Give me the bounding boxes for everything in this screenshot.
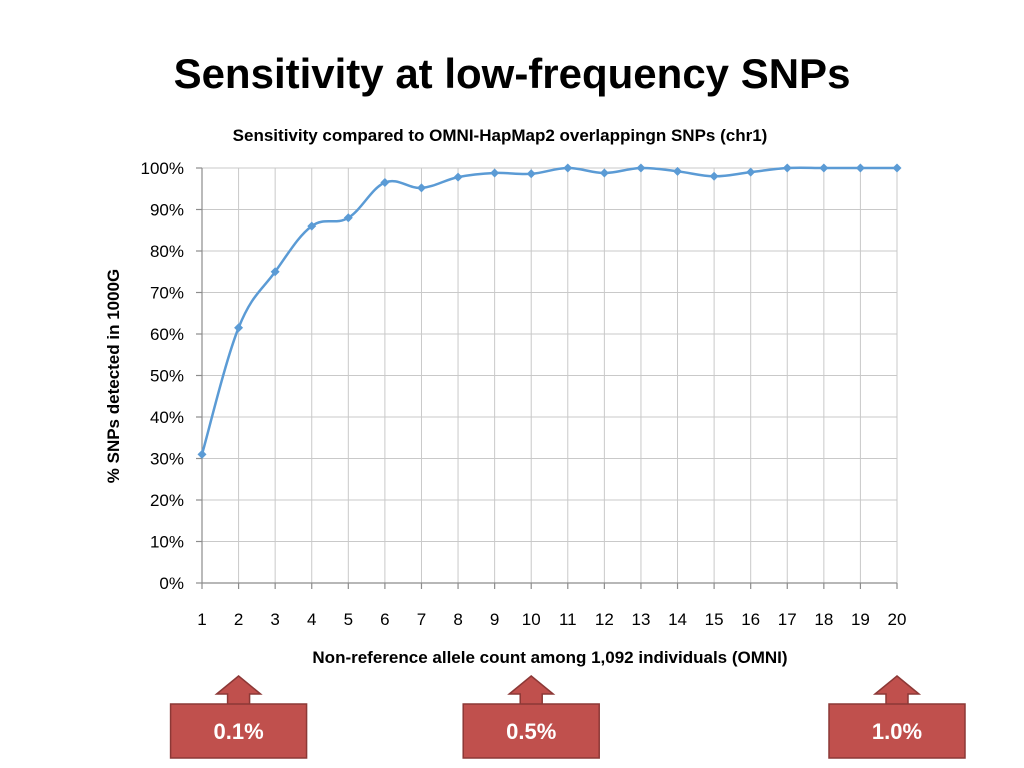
callout-box xyxy=(462,703,600,759)
data-point-marker xyxy=(270,267,280,277)
data-point-marker xyxy=(234,323,244,333)
data-point-marker xyxy=(526,169,536,179)
data-point-marker xyxy=(380,178,390,188)
data-point-marker xyxy=(343,213,353,223)
callout-box xyxy=(169,703,308,759)
y-tick-label: 30% xyxy=(150,450,184,469)
data-point-marker xyxy=(197,449,207,459)
callout-2: 0.5% xyxy=(462,675,600,759)
callout-label: 0.5% xyxy=(506,719,556,744)
series-line xyxy=(200,166,897,455)
y-tick-label: 80% xyxy=(150,242,184,261)
data-point-marker xyxy=(453,172,463,182)
y-tick-label: 10% xyxy=(150,533,184,552)
x-tick-label: 15 xyxy=(705,610,724,629)
data-point-marker xyxy=(416,183,426,193)
x-tick-label: 17 xyxy=(778,610,797,629)
x-tick-label: 10 xyxy=(522,610,541,629)
callout-label: 0.1% xyxy=(214,719,264,744)
x-tick-label: 16 xyxy=(741,610,760,629)
x-tick-label: 19 xyxy=(851,610,870,629)
y-tick-label: 50% xyxy=(150,367,184,386)
x-tick-label: 12 xyxy=(595,610,614,629)
data-point-marker xyxy=(819,163,829,173)
data-point-marker xyxy=(307,221,317,231)
series-layer xyxy=(197,163,902,459)
x-tick-label: 14 xyxy=(668,610,687,629)
x-tick-label: 11 xyxy=(559,610,577,629)
y-tick-label: 100% xyxy=(141,159,184,178)
data-point-marker xyxy=(855,163,865,173)
x-tick-label: 9 xyxy=(490,610,499,629)
y-tick-label: 70% xyxy=(150,284,184,303)
data-point-marker xyxy=(563,163,573,173)
up-arrow-icon xyxy=(872,675,922,706)
data-point-marker xyxy=(599,168,609,178)
x-tick-label: 8 xyxy=(453,610,462,629)
up-arrow-icon xyxy=(214,675,263,706)
x-tick-labels: 1 2 3 4 5 6 7 8 9 10 11 12 13 14 15 16 17 18 19 20 xyxy=(197,610,906,629)
callout-label: 1.0% xyxy=(872,719,922,744)
y-tick-labels: 0% 10% 20% 30% 40% 50% 60% 70% 80% 90% 100% xyxy=(141,159,184,593)
chart-title: Sensitivity compared to OMNI-HapMap2 ove… xyxy=(233,126,768,145)
up-arrow-icon xyxy=(507,675,556,706)
callout-3: 1.0% xyxy=(828,675,966,759)
x-tick-label: 3 xyxy=(270,610,279,629)
data-point-marker xyxy=(892,163,902,173)
data-point-marker xyxy=(636,163,646,173)
data-point-marker xyxy=(782,163,792,173)
data-point-marker xyxy=(746,167,756,177)
data-point-marker xyxy=(673,166,683,176)
x-tick-label: 2 xyxy=(234,610,243,629)
x-tick-label: 20 xyxy=(888,610,907,629)
y-tick-label: 0% xyxy=(159,574,184,593)
axes xyxy=(196,167,898,589)
y-tick-label: 40% xyxy=(150,408,184,427)
y-tick-label: 60% xyxy=(150,325,184,344)
x-tick-label: 13 xyxy=(631,610,650,629)
y-tick-label: 90% xyxy=(150,201,184,220)
y-tick-label: 20% xyxy=(150,491,184,510)
data-point-marker xyxy=(490,168,500,178)
x-tick-label: 5 xyxy=(344,610,353,629)
callout-1: 0.1% xyxy=(169,675,308,759)
slide-title: Sensitivity at low-frequency SNPs xyxy=(173,50,851,97)
x-tick-label: 7 xyxy=(417,610,426,629)
x-axis-label: Non-reference allele count among 1,092 i… xyxy=(312,648,787,667)
gridlines xyxy=(202,167,898,583)
x-tick-label: 1 xyxy=(197,610,206,629)
x-tick-label: 18 xyxy=(814,610,833,629)
callout-box xyxy=(828,703,966,759)
data-point-marker xyxy=(709,171,719,181)
callouts: 0.1% 0.5% 1.0% xyxy=(169,675,966,759)
x-tick-label: 4 xyxy=(307,610,316,629)
y-axis-label: % SNPs detected in 1000G xyxy=(104,269,123,483)
x-tick-label: 6 xyxy=(380,610,389,629)
